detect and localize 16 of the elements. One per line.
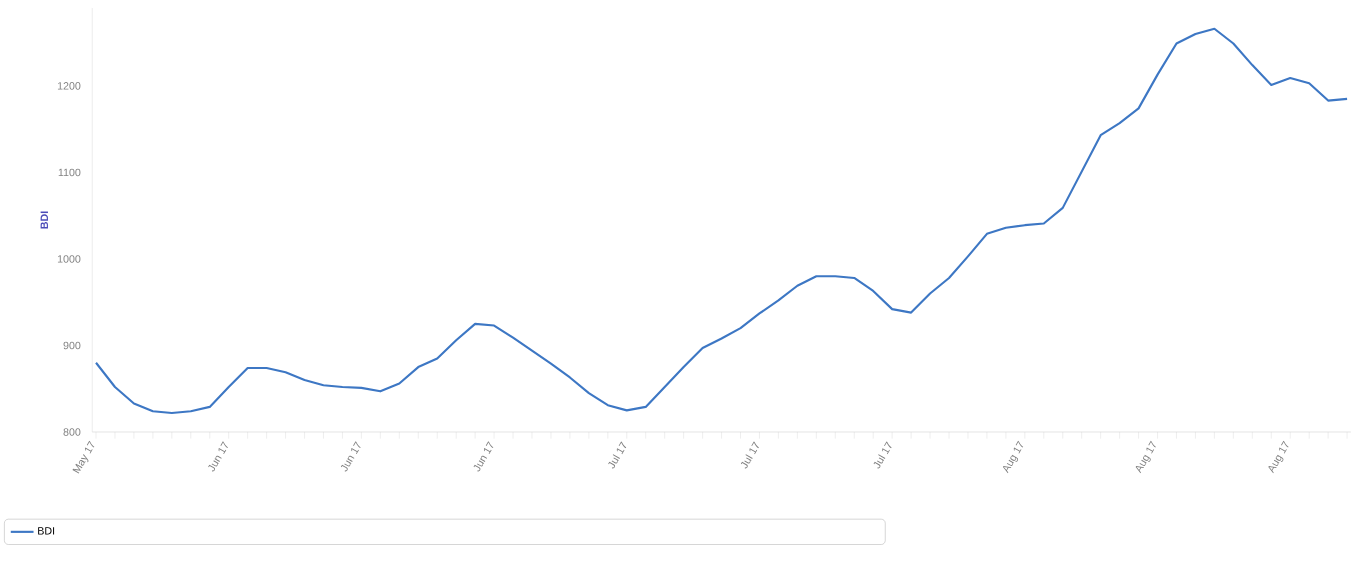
x-tick-label: Jul 17 <box>608 441 627 469</box>
y-tick-label: 900 <box>63 341 81 350</box>
legend-label: BDI <box>38 527 55 535</box>
x-tick-label: Aug 17 <box>1268 440 1289 474</box>
x-tick-label: Jun 17 <box>340 441 361 472</box>
y-axis-title: BDI <box>40 211 48 229</box>
x-tick-label: Jun 17 <box>473 441 494 472</box>
y-tick-label: 1200 <box>57 82 81 90</box>
y-tick-label: 800 <box>63 428 81 436</box>
x-tick-label: Jul 17 <box>740 441 759 469</box>
x-tick-label: Jul 17 <box>873 441 892 469</box>
x-tick-label: Aug 17 <box>1135 440 1156 474</box>
y-tick-label: 1000 <box>57 255 81 263</box>
x-tick-label: Jun 17 <box>208 441 228 472</box>
y-tick-label: 1100 <box>58 168 81 177</box>
x-tick-label: Aug 17 <box>1002 440 1024 474</box>
